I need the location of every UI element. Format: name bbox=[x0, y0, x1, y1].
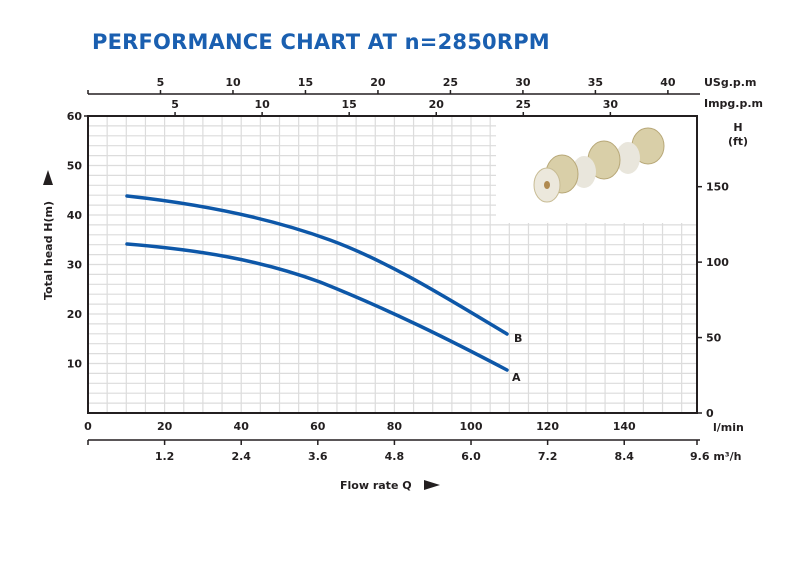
lmin-tick: 120 bbox=[536, 420, 559, 433]
impgpm-tick: 20 bbox=[429, 98, 445, 111]
m3h-tick: 2.4 bbox=[231, 450, 251, 463]
lmin-unit-label: l/min bbox=[713, 421, 744, 434]
usgpm-unit-label: USg.p.m bbox=[704, 76, 756, 89]
m3h-tick: 4.8 bbox=[385, 450, 405, 463]
m3h-tick: 8.4 bbox=[614, 450, 634, 463]
usgpm-tick: 25 bbox=[443, 76, 458, 89]
head-m-tick: 60 bbox=[67, 110, 83, 123]
curve-a-label: A bbox=[512, 371, 521, 384]
m3h-tick: 1.2 bbox=[155, 450, 175, 463]
m3h-tick: 6.0 bbox=[461, 450, 481, 463]
head-m-tick: 10 bbox=[67, 358, 83, 371]
lmin-tick: 60 bbox=[310, 420, 326, 433]
lmin-tick: 20 bbox=[157, 420, 173, 433]
pump-impeller-image bbox=[496, 117, 696, 223]
head-arrow-icon bbox=[43, 170, 53, 185]
usgpm-tick: 10 bbox=[225, 76, 241, 89]
usgpm-tick: 15 bbox=[298, 76, 313, 89]
m3h-unit-label: 9.6 m³/h bbox=[690, 450, 741, 463]
m3h-tick: 7.2 bbox=[538, 450, 558, 463]
lmin-tick: 80 bbox=[387, 420, 403, 433]
head-ft-tick: 50 bbox=[706, 332, 722, 345]
head-m-tick: 30 bbox=[67, 259, 83, 272]
curve-b bbox=[125, 194, 509, 336]
head-m-tick: 20 bbox=[67, 308, 83, 321]
head-m-tick: 50 bbox=[67, 160, 83, 173]
usgpm-tick: 5 bbox=[157, 76, 165, 89]
curve-a bbox=[125, 242, 509, 372]
head-ft-tick: 150 bbox=[706, 181, 729, 194]
impgpm-tick: 10 bbox=[254, 98, 270, 111]
head-ft-label-h: H bbox=[733, 121, 742, 134]
impgpm-tick: 5 bbox=[171, 98, 179, 111]
lmin-tick: 40 bbox=[234, 420, 250, 433]
impgpm-tick: 15 bbox=[342, 98, 357, 111]
lmin-tick: 100 bbox=[460, 420, 483, 433]
head-ft-tick: 100 bbox=[706, 256, 729, 269]
usgpm-tick: 20 bbox=[370, 76, 386, 89]
flow-rate-label: Flow rate Q bbox=[340, 479, 412, 492]
chart-title: PERFORMANCE CHART AT n=2850RPM bbox=[92, 30, 550, 54]
impgpm-unit-label: Impg.p.m bbox=[704, 97, 763, 110]
usgpm-tick: 30 bbox=[515, 76, 531, 89]
lmin-tick: 140 bbox=[613, 420, 636, 433]
head-m-axis-label: Total head H(m) bbox=[42, 201, 55, 300]
head-ft-tick: 0 bbox=[706, 407, 714, 420]
impgpm-tick: 25 bbox=[516, 98, 531, 111]
grid bbox=[88, 116, 697, 413]
head-m-tick: 40 bbox=[67, 209, 83, 222]
head-ft-unit-label: (ft) bbox=[728, 135, 748, 148]
lmin-tick: 0 bbox=[84, 420, 92, 433]
impgpm-tick: 30 bbox=[603, 98, 619, 111]
m3h-tick: 3.6 bbox=[308, 450, 328, 463]
usgpm-tick: 40 bbox=[660, 76, 676, 89]
flow-arrow-icon bbox=[424, 480, 440, 490]
curve-b-label: B bbox=[514, 332, 522, 345]
usgpm-tick: 35 bbox=[588, 76, 603, 89]
